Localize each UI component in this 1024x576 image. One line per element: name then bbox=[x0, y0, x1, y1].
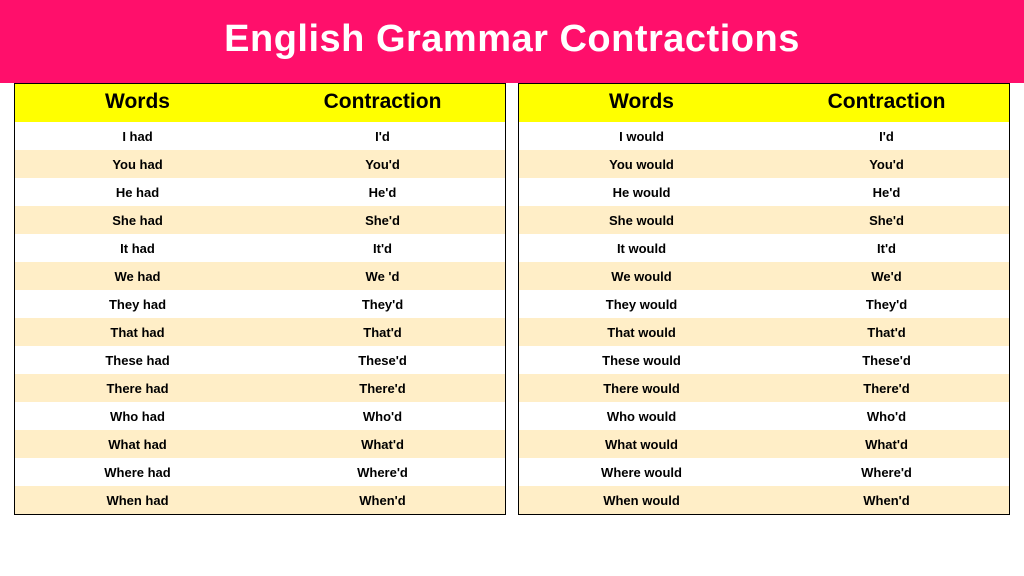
table-row: It wouldIt'd bbox=[519, 234, 1009, 262]
cell-words: It would bbox=[519, 241, 764, 256]
table-row: I wouldI'd bbox=[519, 122, 1009, 150]
cell-words: Where had bbox=[15, 465, 260, 480]
cell-contraction: They'd bbox=[764, 297, 1009, 312]
table-row: There hadThere'd bbox=[15, 374, 505, 402]
cell-contraction: It'd bbox=[764, 241, 1009, 256]
cell-words: We had bbox=[15, 269, 260, 284]
cell-contraction: You'd bbox=[764, 157, 1009, 172]
cell-contraction: They'd bbox=[260, 297, 505, 312]
cell-words: These would bbox=[519, 353, 764, 368]
column-header-words: Words bbox=[519, 90, 764, 114]
page-title: English Grammar Contractions bbox=[0, 18, 1024, 61]
cell-contraction: What'd bbox=[764, 437, 1009, 452]
cell-words: She would bbox=[519, 213, 764, 228]
table-row: Where wouldWhere'd bbox=[519, 458, 1009, 486]
tables-container: Words Contraction I hadI'dYou hadYou'dHe… bbox=[0, 83, 1024, 515]
cell-words: She had bbox=[15, 213, 260, 228]
cell-words: It had bbox=[15, 241, 260, 256]
cell-words: These had bbox=[15, 353, 260, 368]
table-header-row: Words Contraction bbox=[519, 84, 1009, 122]
table-row: They hadThey'd bbox=[15, 290, 505, 318]
cell-words: They had bbox=[15, 297, 260, 312]
cell-words: They would bbox=[519, 297, 764, 312]
cell-contraction: When'd bbox=[764, 493, 1009, 508]
cell-contraction: Where'd bbox=[260, 465, 505, 480]
table-row: What wouldWhat'd bbox=[519, 430, 1009, 458]
cell-words: That had bbox=[15, 325, 260, 340]
cell-contraction: He'd bbox=[764, 185, 1009, 200]
cell-contraction: Where'd bbox=[764, 465, 1009, 480]
table-row: We hadWe 'd bbox=[15, 262, 505, 290]
table-row: When wouldWhen'd bbox=[519, 486, 1009, 514]
table-row: I hadI'd bbox=[15, 122, 505, 150]
cell-contraction: That'd bbox=[764, 325, 1009, 340]
left-table: Words Contraction I hadI'dYou hadYou'dHe… bbox=[14, 83, 506, 515]
cell-contraction: There'd bbox=[260, 381, 505, 396]
table-row: Where hadWhere'd bbox=[15, 458, 505, 486]
cell-contraction: We 'd bbox=[260, 269, 505, 284]
table-row: He hadHe'd bbox=[15, 178, 505, 206]
cell-words: He had bbox=[15, 185, 260, 200]
cell-words: There would bbox=[519, 381, 764, 396]
cell-words: I had bbox=[15, 129, 260, 144]
table-row: They wouldThey'd bbox=[519, 290, 1009, 318]
cell-contraction: I'd bbox=[764, 129, 1009, 144]
table-row: These wouldThese'd bbox=[519, 346, 1009, 374]
table-row: It hadIt'd bbox=[15, 234, 505, 262]
cell-words: Where would bbox=[519, 465, 764, 480]
table-body-left: I hadI'dYou hadYou'dHe hadHe'dShe hadShe… bbox=[15, 122, 505, 514]
cell-contraction: I'd bbox=[260, 129, 505, 144]
cell-contraction: Who'd bbox=[260, 409, 505, 424]
cell-words: That would bbox=[519, 325, 764, 340]
cell-contraction: There'd bbox=[764, 381, 1009, 396]
table-row: You wouldYou'd bbox=[519, 150, 1009, 178]
cell-contraction: These'd bbox=[764, 353, 1009, 368]
cell-words: There had bbox=[15, 381, 260, 396]
cell-words: What had bbox=[15, 437, 260, 452]
table-row: You hadYou'd bbox=[15, 150, 505, 178]
table-row: Who wouldWho'd bbox=[519, 402, 1009, 430]
table-row: She hadShe'd bbox=[15, 206, 505, 234]
cell-contraction: These'd bbox=[260, 353, 505, 368]
table-row: We wouldWe'd bbox=[519, 262, 1009, 290]
cell-words: When had bbox=[15, 493, 260, 508]
cell-words: You would bbox=[519, 157, 764, 172]
cell-words: You had bbox=[15, 157, 260, 172]
cell-contraction: She'd bbox=[764, 213, 1009, 228]
table-row: These hadThese'd bbox=[15, 346, 505, 374]
cell-contraction: That'd bbox=[260, 325, 505, 340]
cell-words: What would bbox=[519, 437, 764, 452]
page-header: English Grammar Contractions bbox=[0, 0, 1024, 83]
table-row: Who hadWho'd bbox=[15, 402, 505, 430]
cell-contraction: He'd bbox=[260, 185, 505, 200]
cell-words: Who had bbox=[15, 409, 260, 424]
table-row: He wouldHe'd bbox=[519, 178, 1009, 206]
column-header-words: Words bbox=[15, 90, 260, 114]
cell-contraction: What'd bbox=[260, 437, 505, 452]
table-row: She wouldShe'd bbox=[519, 206, 1009, 234]
column-header-contraction: Contraction bbox=[764, 90, 1009, 114]
cell-words: We would bbox=[519, 269, 764, 284]
cell-contraction: It'd bbox=[260, 241, 505, 256]
cell-words: He would bbox=[519, 185, 764, 200]
table-row: What hadWhat'd bbox=[15, 430, 505, 458]
right-table: Words Contraction I wouldI'dYou wouldYou… bbox=[518, 83, 1010, 515]
table-row: That wouldThat'd bbox=[519, 318, 1009, 346]
cell-contraction: When'd bbox=[260, 493, 505, 508]
cell-contraction: She'd bbox=[260, 213, 505, 228]
cell-contraction: You'd bbox=[260, 157, 505, 172]
cell-words: I would bbox=[519, 129, 764, 144]
table-header-row: Words Contraction bbox=[15, 84, 505, 122]
cell-words: When would bbox=[519, 493, 764, 508]
cell-contraction: Who'd bbox=[764, 409, 1009, 424]
cell-words: Who would bbox=[519, 409, 764, 424]
cell-contraction: We'd bbox=[764, 269, 1009, 284]
table-row: That hadThat'd bbox=[15, 318, 505, 346]
table-row: When hadWhen'd bbox=[15, 486, 505, 514]
table-row: There wouldThere'd bbox=[519, 374, 1009, 402]
table-body-right: I wouldI'dYou wouldYou'dHe wouldHe'dShe … bbox=[519, 122, 1009, 514]
column-header-contraction: Contraction bbox=[260, 90, 505, 114]
